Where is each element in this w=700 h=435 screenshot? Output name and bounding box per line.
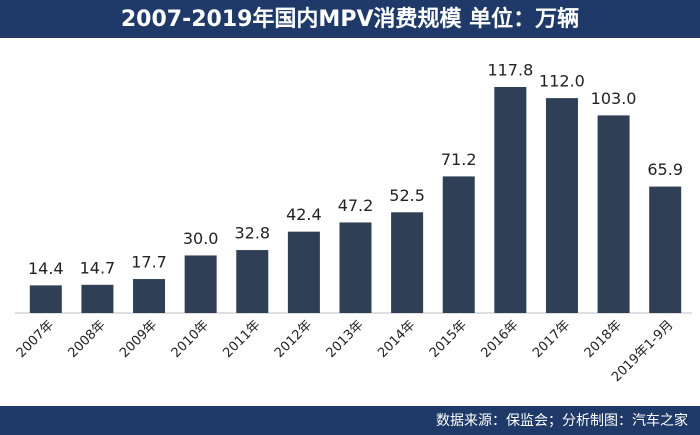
- source-note: 数据来源：保监会；分析制图：汽车之家: [436, 412, 688, 429]
- bar: [81, 284, 114, 313]
- bar: [649, 186, 682, 313]
- x-tick-label: 2015年: [427, 318, 470, 361]
- value-label: 17.7: [131, 253, 167, 272]
- bar: [339, 222, 372, 313]
- value-label: 42.4: [286, 205, 322, 224]
- chart-title: 2007-2019年国内MPV消费规模 单位：万辆: [121, 6, 579, 32]
- x-tick-label: 2017年: [530, 318, 573, 361]
- x-tick-label: 2016年: [478, 318, 521, 361]
- bar: [184, 255, 217, 313]
- x-tick-label: 2018年: [582, 318, 625, 361]
- footer-banner: [0, 406, 700, 435]
- x-tick-label: 2011年: [220, 318, 263, 361]
- bar: [133, 279, 166, 313]
- x-tick-label: 2013年: [324, 318, 367, 361]
- value-label: 14.4: [28, 259, 64, 278]
- value-label: 14.7: [80, 258, 116, 277]
- bar: [597, 115, 630, 313]
- bar: [391, 212, 424, 313]
- value-label: 30.0: [183, 229, 219, 248]
- value-label: 65.9: [647, 160, 683, 179]
- value-label: 32.8: [234, 224, 270, 243]
- bar: [29, 285, 62, 313]
- bar: [236, 250, 269, 313]
- value-label: 47.2: [338, 196, 374, 215]
- value-label: 117.8: [487, 61, 533, 80]
- value-label: 112.0: [539, 72, 585, 91]
- x-tick-label: 2012年: [272, 318, 315, 361]
- bar: [442, 176, 475, 313]
- x-tick-label: 2009年: [117, 318, 160, 361]
- x-tick-label: 2010年: [169, 318, 212, 361]
- value-label: 52.5: [389, 186, 425, 205]
- bar: [494, 87, 527, 313]
- value-label: 71.2: [441, 150, 477, 169]
- title-banner: [0, 0, 700, 38]
- bar: [545, 98, 578, 313]
- x-tick-label: 2007年: [14, 318, 57, 361]
- bar: [287, 231, 320, 313]
- x-tick-label: 2014年: [375, 318, 418, 361]
- x-tick-label: 2008年: [66, 318, 109, 361]
- value-label: 103.0: [591, 89, 637, 108]
